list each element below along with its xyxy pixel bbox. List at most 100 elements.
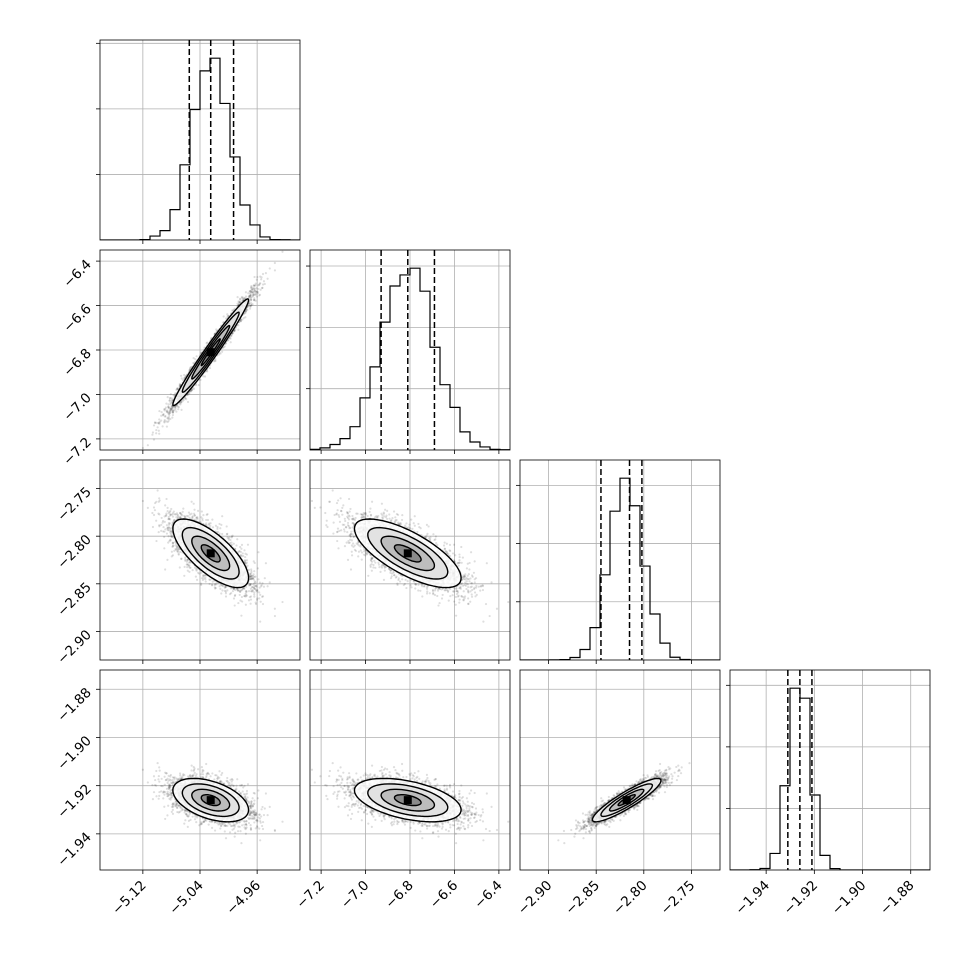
scatter-point [167, 512, 170, 515]
scatter-point [177, 406, 181, 409]
scatter-point [248, 295, 251, 298]
scatter-point [215, 328, 218, 331]
scatter-point [171, 413, 175, 417]
scatter-point [249, 299, 253, 302]
scatter-point [241, 299, 244, 302]
scatter-point [241, 587, 244, 591]
scatter-point [239, 320, 242, 323]
scatter-point [163, 530, 166, 533]
scatter-point [177, 552, 180, 555]
scatter-point [187, 511, 191, 514]
scatter-point [244, 552, 247, 555]
scatter-point [173, 406, 176, 409]
scatter-point [169, 514, 172, 517]
scatter-point [226, 313, 229, 316]
scatter-point [239, 545, 242, 549]
scatter-point [199, 378, 202, 381]
scatter-point [251, 286, 254, 289]
scatter-point [250, 304, 253, 307]
scatter-point [260, 278, 263, 281]
scatter-point [245, 585, 248, 588]
scatter-point [170, 405, 173, 408]
scatter-point [253, 580, 256, 583]
scatter-point [176, 387, 179, 390]
scatter-point [189, 389, 193, 393]
scatter-point [250, 288, 253, 291]
scatter-point [169, 403, 172, 406]
scatter-point [172, 410, 175, 413]
scatter-point [262, 280, 266, 283]
scatter-point [252, 586, 256, 589]
scatter-point [164, 415, 167, 418]
scatter-point [184, 397, 187, 400]
scatter-point [167, 407, 171, 410]
scatter-point [254, 299, 257, 302]
scatter-point [281, 250, 284, 253]
scatter-point [250, 302, 253, 305]
scatter-point [254, 575, 257, 578]
scatter-point [214, 357, 217, 361]
scatter-point [186, 558, 189, 561]
scatter-point [178, 382, 181, 386]
scatter-point [254, 292, 257, 295]
scatter-point [219, 352, 222, 355]
scatter-point [244, 310, 248, 313]
scatter-point [194, 384, 197, 387]
scatter-point [192, 502, 195, 505]
scatter-point [249, 290, 252, 293]
scatter-point [190, 388, 194, 391]
panel-plot-area [100, 250, 300, 450]
y-tick-label: −6.6 [60, 301, 94, 335]
scatter-point [155, 428, 158, 432]
scatter-point [183, 377, 186, 380]
scatter-point [238, 301, 242, 304]
scatter-point [171, 416, 174, 419]
scatter-point [175, 410, 178, 413]
scatter-point [173, 405, 177, 409]
scatter-point [195, 516, 198, 519]
scatter-point [180, 377, 183, 380]
scatter-point [158, 525, 161, 528]
scatter-point [255, 292, 258, 296]
scatter-point [239, 319, 242, 322]
scatter-point [189, 366, 192, 369]
scatter-point [222, 346, 225, 349]
scatter-point [204, 578, 207, 581]
scatter-point [195, 355, 198, 358]
scatter-point [165, 409, 168, 413]
scatter-point [172, 393, 175, 397]
scatter-point [187, 393, 190, 396]
scatter-point [151, 431, 155, 434]
scatter-point [249, 294, 252, 297]
scatter-point [201, 578, 204, 582]
scatter-point [176, 387, 179, 391]
scatter-point [163, 409, 166, 412]
scatter-point [170, 399, 173, 402]
scatter-point [245, 309, 248, 312]
scatter-point [237, 300, 240, 303]
scatter-point [214, 359, 217, 363]
scatter-point [163, 535, 166, 539]
scatter-point [171, 411, 174, 414]
scatter-point [174, 406, 177, 410]
scatter-point [161, 425, 164, 428]
scatter-point [163, 418, 166, 422]
scatter-point [158, 420, 161, 423]
scatter-point [169, 406, 172, 410]
scatter-point [180, 408, 183, 411]
scatter-point [236, 538, 239, 541]
scatter-point [233, 307, 236, 310]
panel-frame [99, 39, 301, 241]
scatter-point [239, 590, 242, 593]
scatter-point [178, 512, 182, 515]
scatter-point [166, 409, 169, 412]
scatter-point [169, 417, 172, 421]
scatter-point [165, 410, 169, 414]
scatter-point [227, 339, 230, 342]
scatter-point [191, 569, 194, 572]
scatter-point [264, 562, 268, 565]
scatter-point [168, 399, 171, 402]
scatter-point [249, 305, 252, 308]
scatter-point [227, 314, 230, 317]
